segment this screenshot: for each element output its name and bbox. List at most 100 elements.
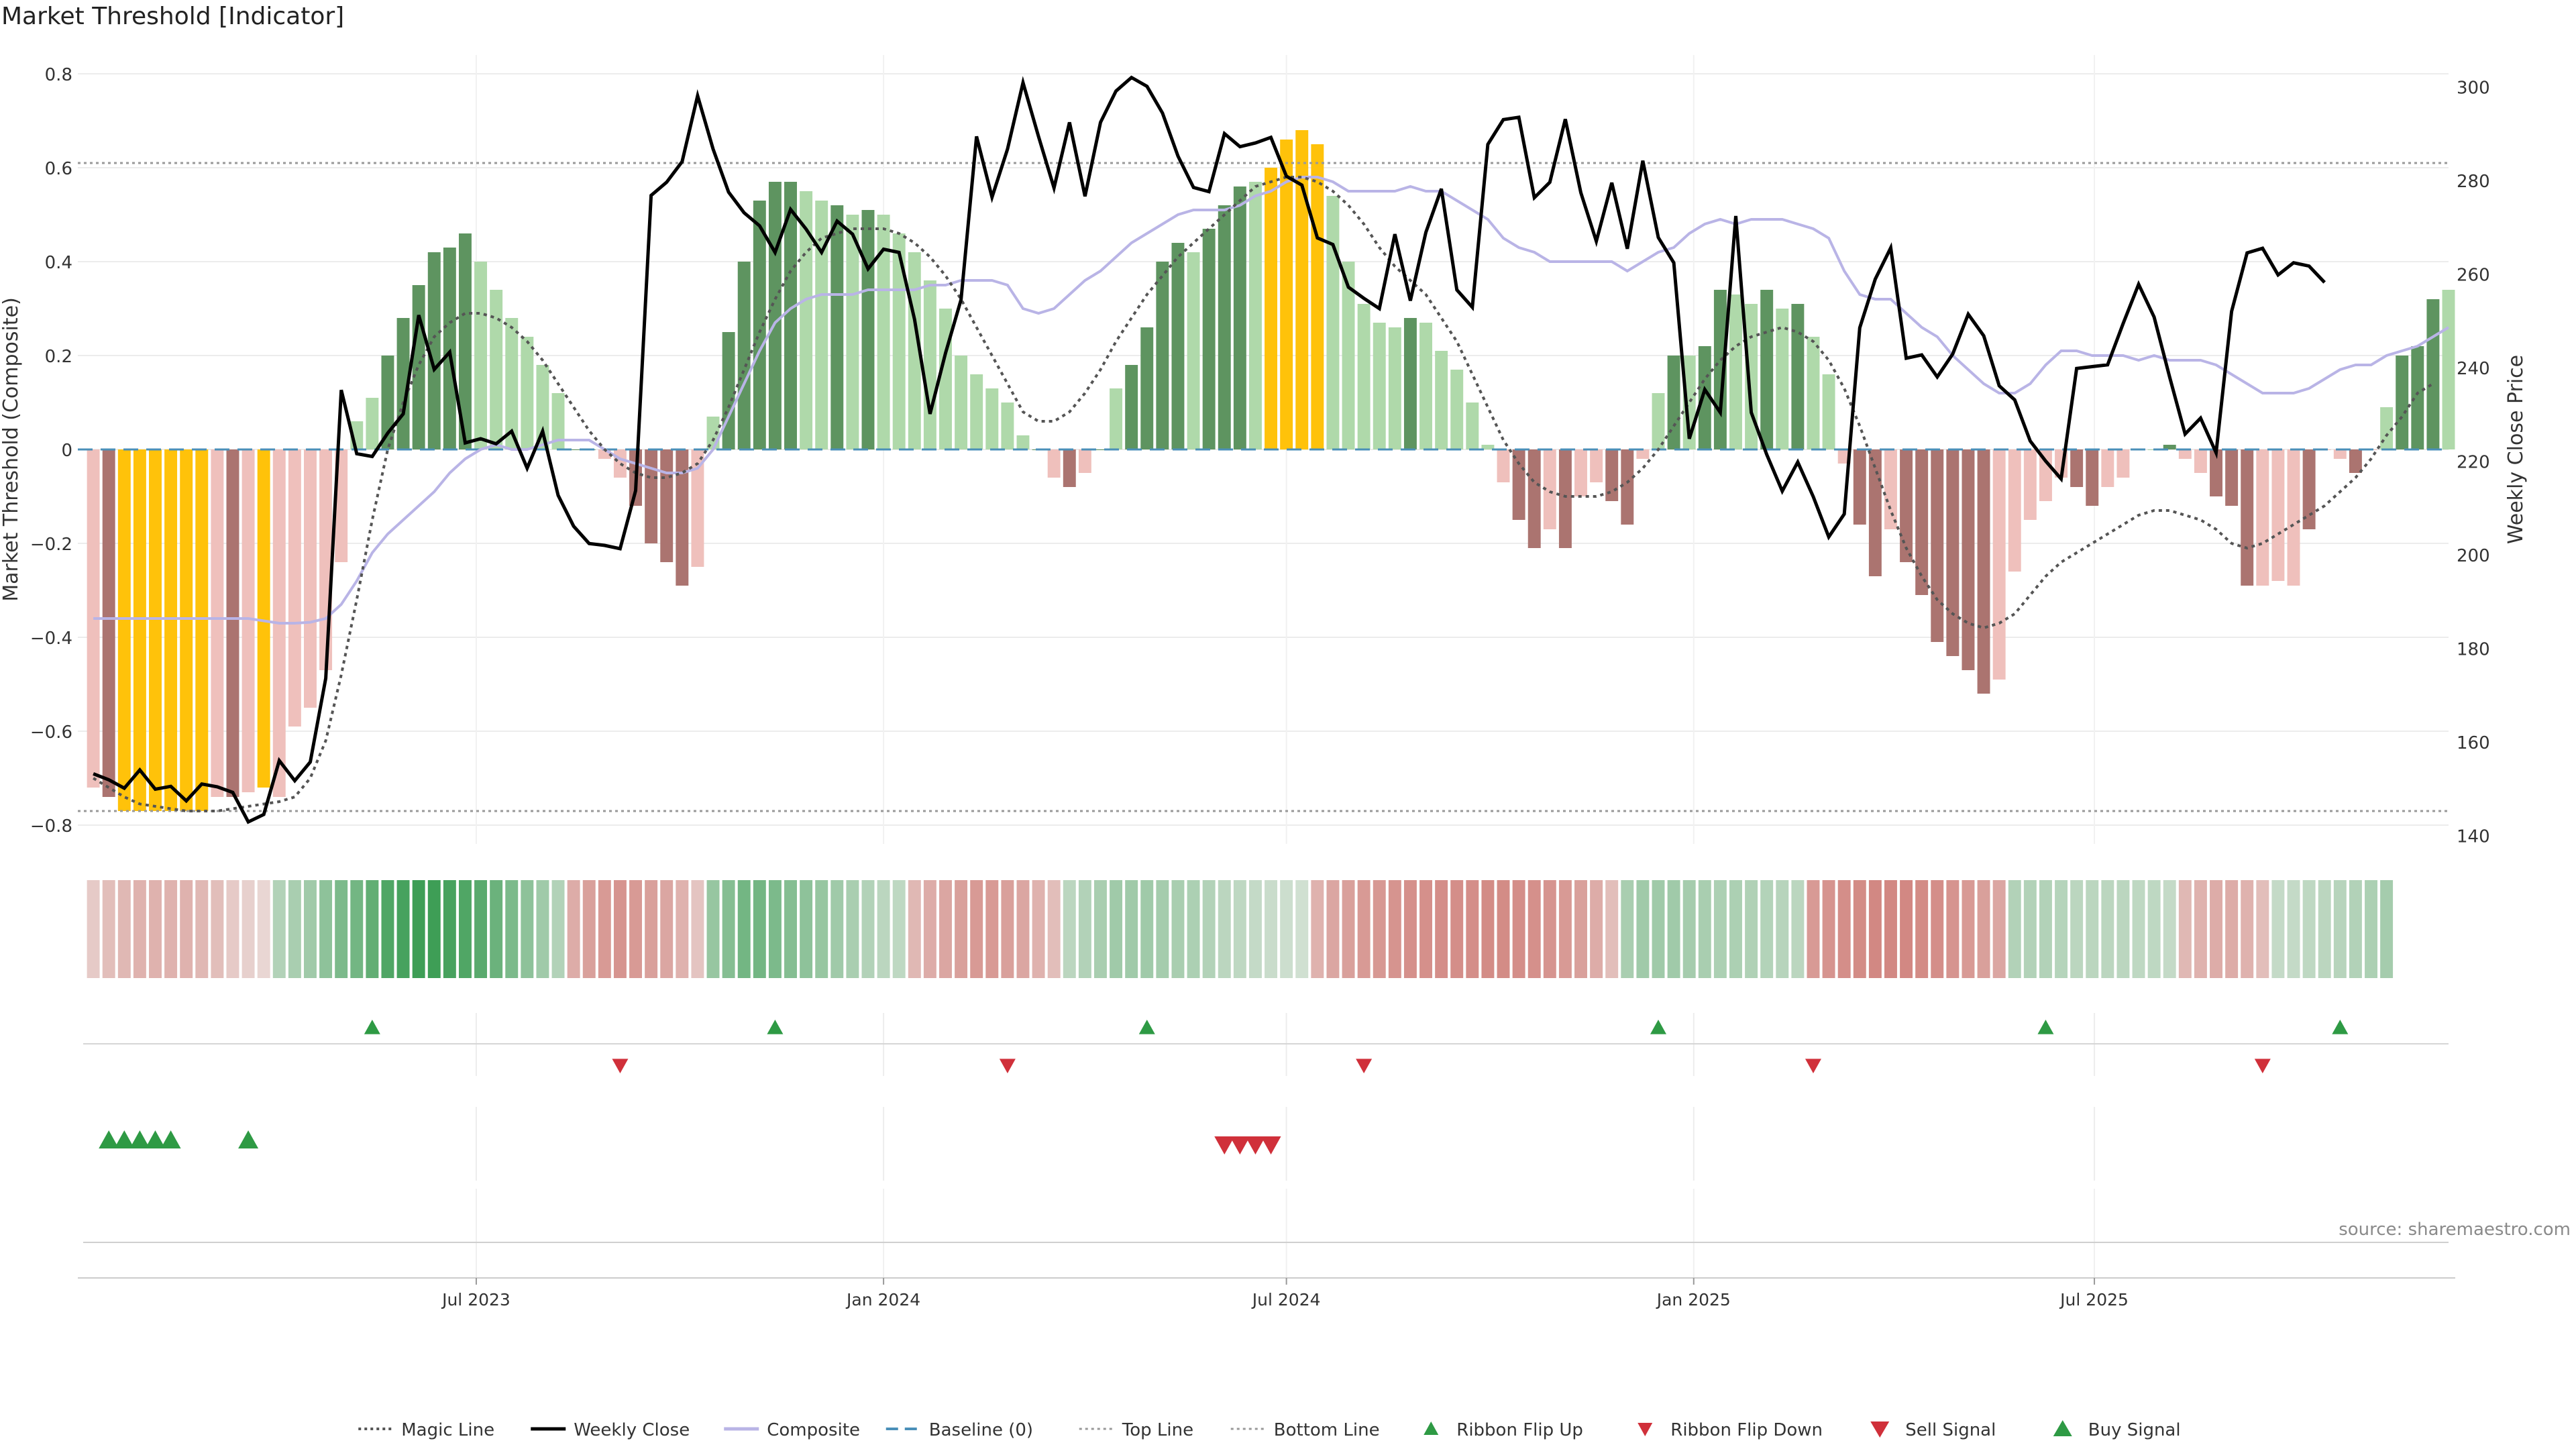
composite-bar bbox=[1202, 229, 1216, 449]
y-right-tick-label: 280 bbox=[2457, 172, 2490, 192]
composite-bar bbox=[241, 449, 255, 792]
ribbon-cell bbox=[396, 880, 410, 978]
composite-bar bbox=[412, 285, 425, 449]
legend-item: Sell Signal bbox=[1870, 1420, 1996, 1440]
composite-bar bbox=[985, 388, 999, 449]
composite-bar bbox=[1311, 144, 1324, 449]
legend-label: Ribbon Flip Down bbox=[1670, 1420, 1823, 1440]
ribbon-cell bbox=[2023, 880, 2037, 978]
ribbon-cell bbox=[1373, 880, 1386, 978]
composite-bar bbox=[427, 252, 441, 449]
composite-bar bbox=[1156, 262, 1169, 449]
composite-bar bbox=[149, 449, 162, 811]
ribbon-cell bbox=[676, 880, 689, 978]
source-note: source: sharemaestro.com bbox=[2339, 1220, 2571, 1240]
ribbon-cell bbox=[257, 880, 270, 978]
composite-bar bbox=[1776, 309, 1789, 449]
ribbon-cell bbox=[87, 880, 100, 978]
ribbon-cell bbox=[2101, 880, 2114, 978]
ribbon-cell bbox=[706, 880, 720, 978]
ribbon-cell bbox=[660, 880, 674, 978]
composite-bar bbox=[1822, 374, 1835, 449]
composite-bar bbox=[815, 201, 828, 449]
ribbon-cell bbox=[2039, 880, 2052, 978]
ribbon-cell bbox=[1853, 880, 1866, 978]
ribbon-cell bbox=[443, 880, 456, 978]
ribbon-cell bbox=[753, 880, 766, 978]
composite-bar bbox=[722, 332, 735, 449]
ribbon-cell bbox=[2241, 880, 2254, 978]
ribbon-cell bbox=[1760, 880, 1774, 978]
y-right-tick-label: 240 bbox=[2457, 359, 2490, 379]
ribbon-cell bbox=[2147, 880, 2161, 978]
composite-bar bbox=[1558, 449, 1572, 548]
ribbon-cell bbox=[2318, 880, 2331, 978]
legend-item: Magic Line bbox=[358, 1420, 494, 1440]
ribbon-cell bbox=[474, 880, 488, 978]
composite-bar bbox=[691, 449, 704, 567]
ribbon-cell bbox=[1016, 880, 1030, 978]
ribbon-cell bbox=[1931, 880, 1944, 978]
y-left-tick-label: −0.6 bbox=[30, 722, 72, 743]
composite-bar bbox=[1807, 337, 1820, 449]
ribbon-cell bbox=[1171, 880, 1185, 978]
composite-bar bbox=[458, 233, 472, 449]
ribbon-cell bbox=[2163, 880, 2176, 978]
composite-bar bbox=[2271, 449, 2285, 581]
ribbon-cell bbox=[1248, 880, 1262, 978]
legend-label: Bottom Line bbox=[1274, 1420, 1380, 1440]
composite-bar bbox=[2210, 449, 2222, 496]
composite-bar bbox=[892, 233, 906, 449]
y-left-axis-label: Market Threshold (Composite) bbox=[0, 297, 23, 602]
sell-signal-marker bbox=[1214, 1136, 1235, 1155]
ribbon-cell bbox=[1527, 880, 1541, 978]
ribbon-cell bbox=[2380, 880, 2394, 978]
composite-bar bbox=[645, 449, 658, 543]
ribbon-cell bbox=[1962, 880, 1975, 978]
ribbon-cell bbox=[908, 880, 921, 978]
ribbon-cell bbox=[149, 880, 162, 978]
ribbon-cell bbox=[2086, 880, 2099, 978]
ribbon-cell bbox=[1977, 880, 1990, 978]
composite-bar bbox=[1326, 196, 1340, 449]
ribbon-flip-down-marker bbox=[612, 1059, 629, 1073]
ribbon-flip-up-marker bbox=[2332, 1020, 2349, 1034]
legend-label: Ribbon Flip Up bbox=[1456, 1420, 1583, 1440]
composite-bar bbox=[443, 248, 456, 449]
ribbon-cell bbox=[350, 880, 364, 978]
ribbon-cell bbox=[1156, 880, 1169, 978]
ribbon-cell bbox=[490, 880, 503, 978]
ribbon-cell bbox=[1342, 880, 1355, 978]
composite-bar bbox=[1450, 370, 1464, 449]
composite-bar bbox=[1760, 290, 1774, 449]
composite-bar bbox=[2101, 449, 2114, 487]
composite-bar bbox=[1605, 449, 1619, 501]
ribbon-cell bbox=[939, 880, 952, 978]
ribbon-cell bbox=[133, 880, 146, 978]
ribbon-cell bbox=[427, 880, 441, 978]
legend-item: Weekly Close bbox=[531, 1420, 690, 1440]
ribbon-cell bbox=[768, 880, 782, 978]
ribbon-cell bbox=[1497, 880, 1510, 978]
x-tick-label: Jan 2025 bbox=[1656, 1290, 1731, 1309]
ribbon-cell bbox=[582, 880, 596, 978]
y-right-tick-label: 300 bbox=[2457, 78, 2490, 98]
composite-bar bbox=[567, 449, 580, 450]
y-left-tick-label: −0.4 bbox=[30, 629, 72, 649]
ribbon-cell bbox=[1218, 880, 1231, 978]
ribbon-cell bbox=[211, 880, 224, 978]
composite-bar bbox=[2442, 290, 2455, 449]
ribbon-cell bbox=[613, 880, 627, 978]
composite-bar bbox=[1497, 449, 1510, 482]
composite-bar bbox=[1900, 449, 1913, 562]
composite-bar bbox=[2256, 449, 2269, 586]
ribbon-cell bbox=[1590, 880, 1603, 978]
ribbon-cell bbox=[1403, 880, 1417, 978]
ribbon-cell bbox=[2287, 880, 2300, 978]
ribbon-cell bbox=[1605, 880, 1619, 978]
ribbon-cell bbox=[1745, 880, 1758, 978]
composite-bar bbox=[1466, 402, 1479, 449]
ribbon-cell bbox=[1652, 880, 1665, 978]
ribbon-cell bbox=[985, 880, 999, 978]
ribbon-cell bbox=[319, 880, 333, 978]
